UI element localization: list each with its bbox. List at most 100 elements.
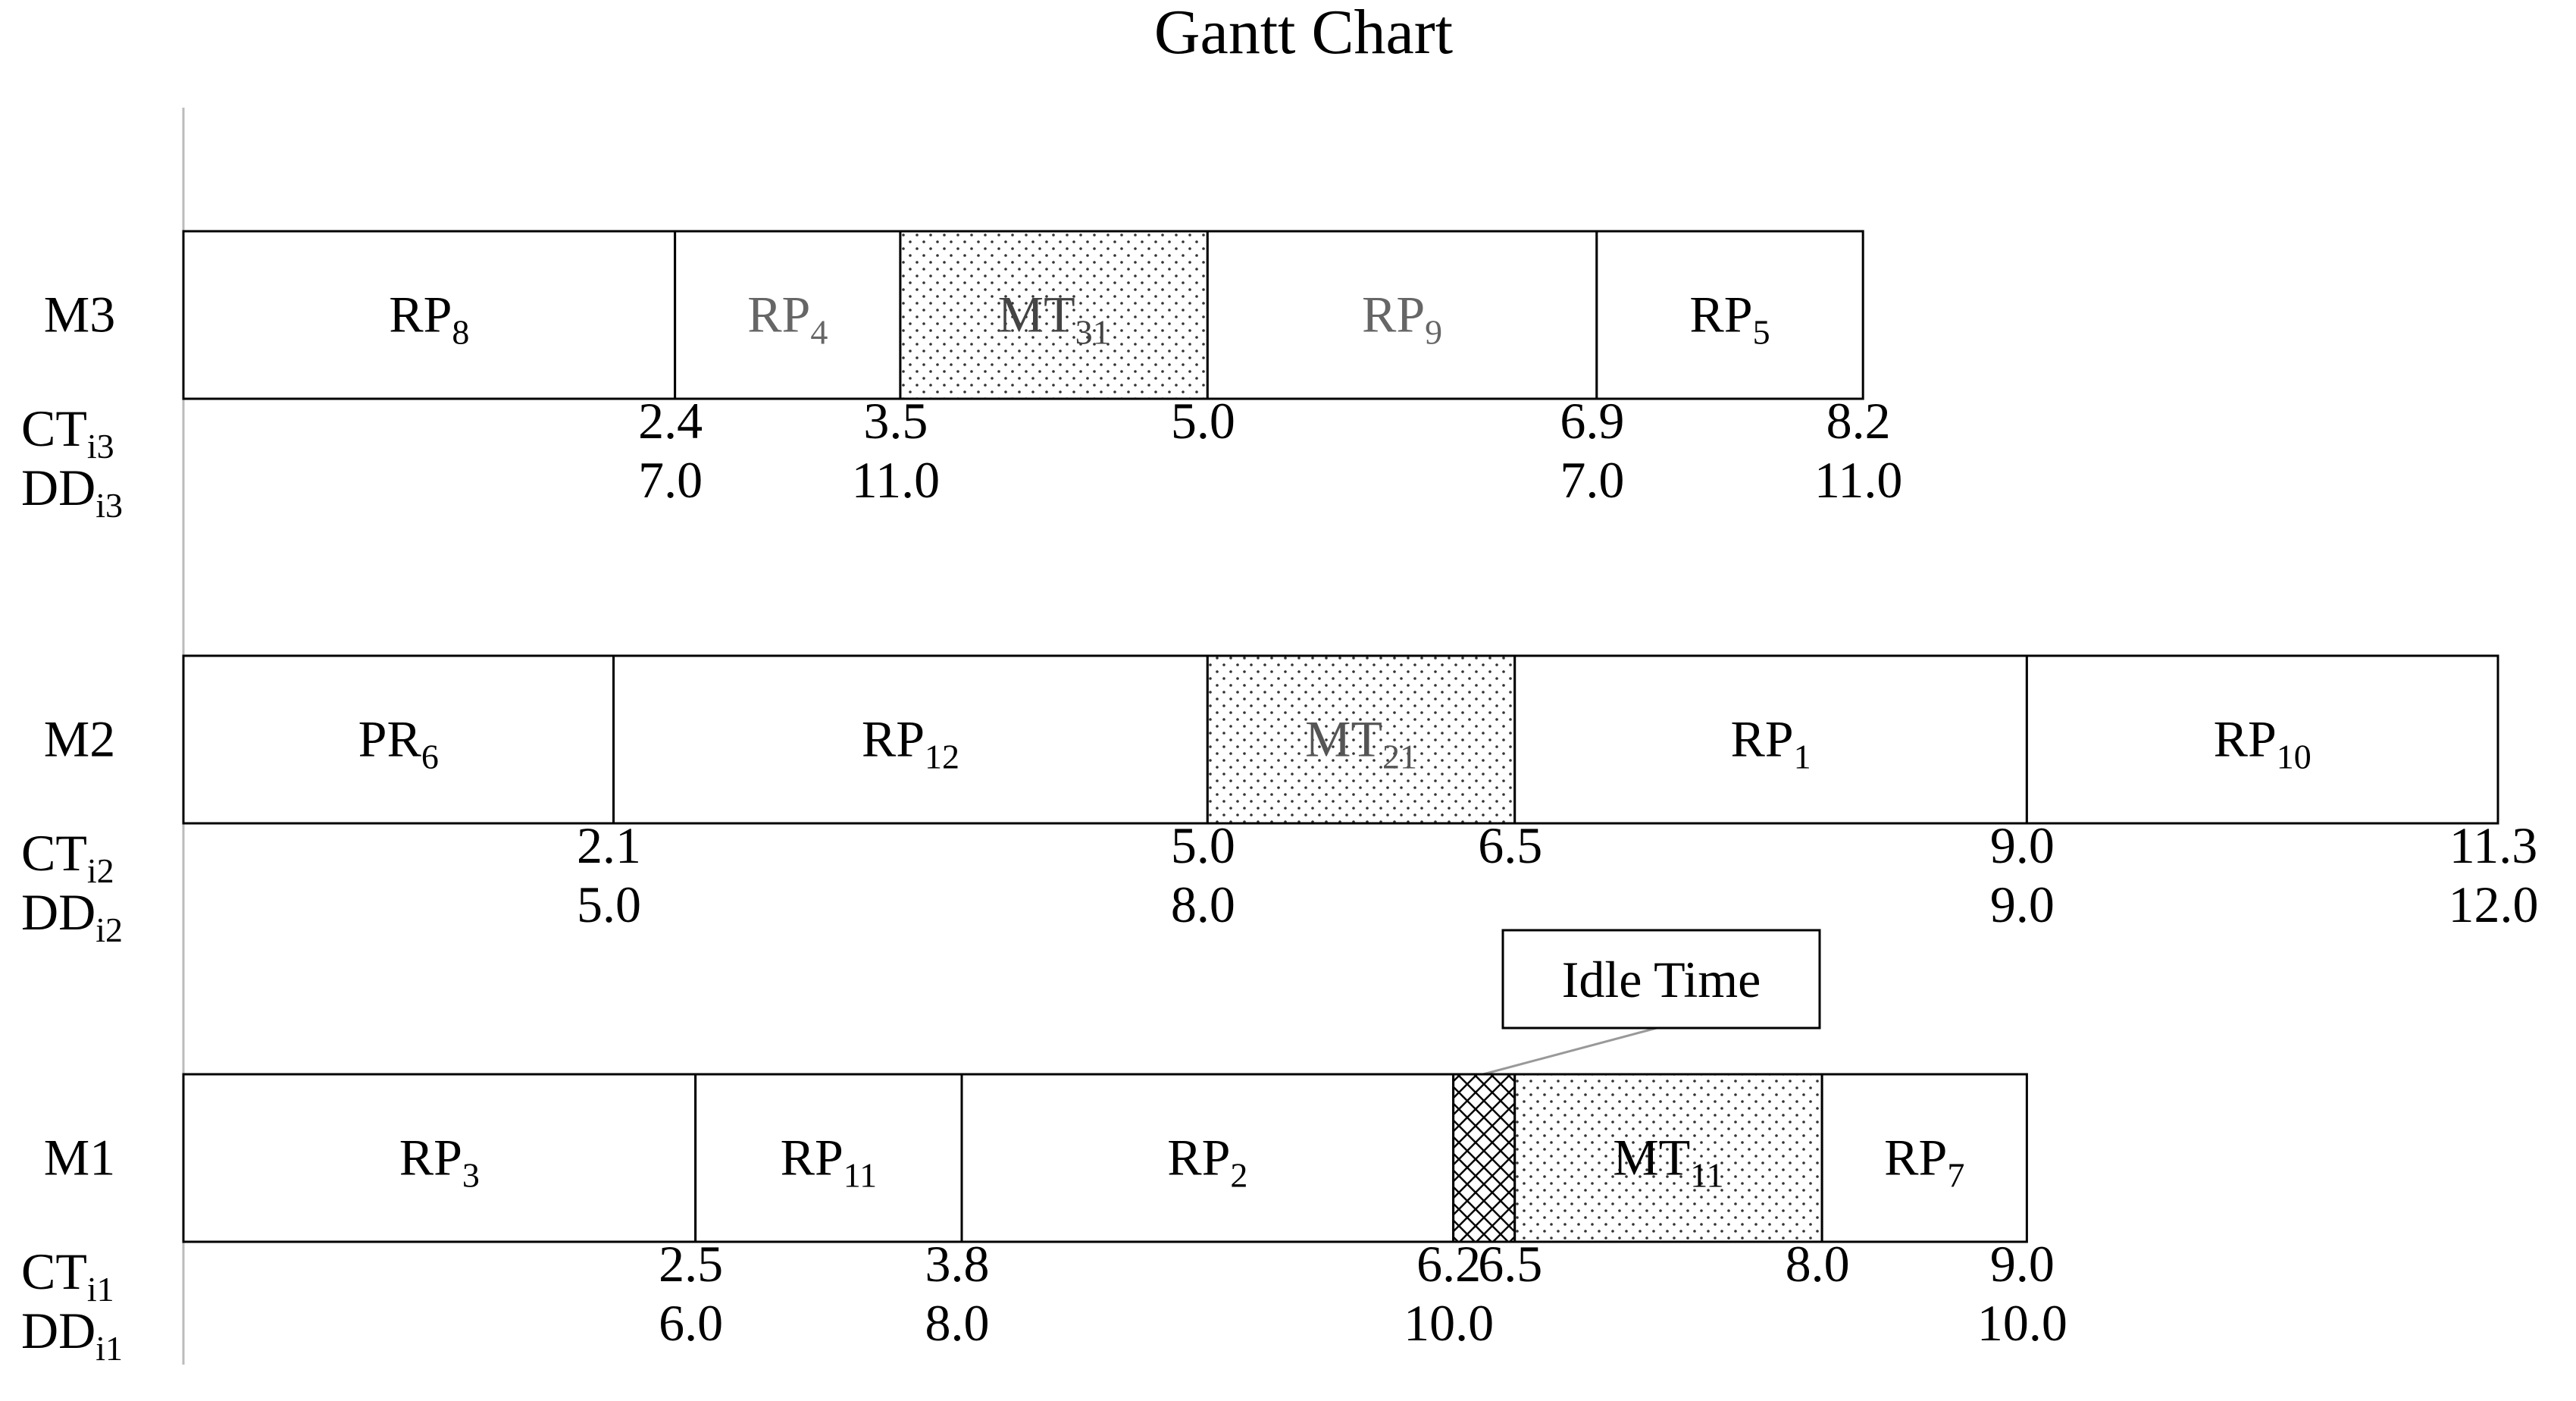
task-bar: [674, 230, 902, 400]
task-label: MT21: [1305, 710, 1417, 776]
completion-time: 3.8: [925, 1235, 990, 1293]
task-bar: [1206, 654, 1516, 825]
task-name: RP: [1167, 1129, 1230, 1186]
task-sub: 8: [452, 313, 469, 352]
task-name: MT: [998, 286, 1075, 343]
due-date: 10.0: [1977, 1294, 2067, 1352]
completion-time: 2.5: [659, 1235, 723, 1293]
task-name: RP: [1730, 710, 1793, 768]
task-bar: [1513, 654, 2028, 825]
task-sub: 7: [1947, 1156, 1964, 1195]
completion-time: 5.0: [1171, 816, 1235, 874]
task-name: RP: [1689, 286, 1752, 343]
due-date: 11.0: [1814, 451, 1902, 509]
completion-time: 2.1: [577, 816, 641, 874]
ct-label-base: CT: [21, 1243, 87, 1300]
due-date: 11.0: [852, 451, 940, 509]
task-label: RP10: [2214, 710, 2312, 776]
task-sub: 21: [1382, 738, 1417, 776]
due-date: 5.0: [577, 876, 641, 933]
ct-label-base: CT: [21, 400, 87, 457]
task-sub: 11: [1690, 1156, 1723, 1195]
task-sub: 6: [421, 738, 439, 776]
due-date: 8.0: [925, 1294, 990, 1352]
dd-label-base: DD: [21, 459, 95, 516]
task-sub: 9: [1425, 313, 1442, 352]
task-bar: [1513, 1073, 1823, 1243]
dd-label-sub: i3: [95, 486, 123, 525]
task-sub: 5: [1753, 313, 1770, 352]
task-label: MT11: [1613, 1129, 1723, 1195]
ct-label: CTi1: [21, 1243, 114, 1309]
machine-label: M1: [44, 1129, 115, 1186]
completion-time: 6.9: [1560, 392, 1624, 450]
dd-label-sub: i2: [95, 910, 123, 949]
task-sub: 11: [844, 1156, 877, 1195]
task-bar: [1206, 230, 1598, 400]
ct-label-sub: i1: [87, 1270, 114, 1309]
dd-label: DDi3: [21, 459, 123, 525]
task-sub: 12: [925, 738, 959, 776]
machine-label: M3: [44, 286, 115, 343]
ct-label: CTi2: [21, 824, 114, 890]
task-label: RP1: [1730, 710, 1811, 776]
task-name: RP: [389, 286, 452, 343]
task-label: MT31: [998, 286, 1110, 352]
dd-label-base: DD: [21, 1302, 95, 1359]
task-bar: [899, 230, 1209, 400]
task-name: MT: [1613, 1129, 1690, 1186]
task-bar: [1820, 1073, 2028, 1243]
completion-time: 8.0: [1786, 1235, 1850, 1293]
ct-label-sub: i2: [87, 851, 114, 890]
task-sub: 2: [1230, 1156, 1247, 1195]
task-bar: [694, 1073, 963, 1243]
annotation-text: Idle Time: [1562, 951, 1761, 1008]
ct-label-sub: i3: [87, 427, 114, 465]
task-label: RP11: [781, 1129, 877, 1195]
dd-label-base: DD: [21, 883, 95, 941]
completion-time: 6.2: [1416, 1235, 1481, 1293]
task-label: RP8: [389, 286, 469, 352]
due-date: 8.0: [1171, 876, 1235, 933]
task-name: RP: [781, 1129, 844, 1186]
completion-time: 11.3: [2449, 816, 2537, 874]
dd-label-sub: i1: [95, 1329, 123, 1368]
task-name: PR: [358, 710, 422, 768]
due-date: 7.0: [638, 451, 703, 509]
task-bar: [182, 654, 615, 825]
task-label: PR6: [358, 710, 439, 776]
task-name: RP: [862, 710, 925, 768]
task-label: RP5: [1689, 286, 1770, 352]
task-name: RP: [1362, 286, 1425, 343]
completion-time: 9.0: [1990, 816, 2055, 874]
task-label: RP12: [862, 710, 959, 776]
completion-time: 8.2: [1826, 392, 1891, 450]
due-date: 10.0: [1404, 1294, 1494, 1352]
completion-time: 2.4: [638, 392, 703, 450]
completion-time: 5.0: [1171, 392, 1235, 450]
task-bar: [182, 230, 677, 400]
annotation-leader: [1482, 1026, 1657, 1076]
task-name: RP: [747, 286, 810, 343]
chart-title: Gantt Chart: [1154, 0, 1453, 67]
task-label: RP3: [399, 1129, 480, 1195]
task-label: RP9: [1362, 286, 1442, 352]
task-name: MT: [1305, 710, 1382, 768]
task-name: RP: [2214, 710, 2277, 768]
ct-label-base: CT: [21, 824, 87, 882]
completion-time: 3.5: [863, 392, 928, 450]
task-bar: [1452, 1073, 1516, 1243]
task-sub: 3: [462, 1156, 480, 1195]
task-bar: [182, 1073, 697, 1243]
task-label: RP7: [1884, 1129, 1964, 1195]
due-date: 6.0: [659, 1294, 723, 1352]
task-sub: 1: [1794, 738, 1811, 776]
task-sub: 10: [2277, 738, 2312, 776]
completion-time: 6.5: [1478, 816, 1542, 874]
task-name: RP: [399, 1129, 462, 1186]
task-sub: 31: [1075, 313, 1110, 352]
ct-label: CTi3: [21, 400, 114, 465]
dd-label: DDi1: [21, 1302, 123, 1368]
